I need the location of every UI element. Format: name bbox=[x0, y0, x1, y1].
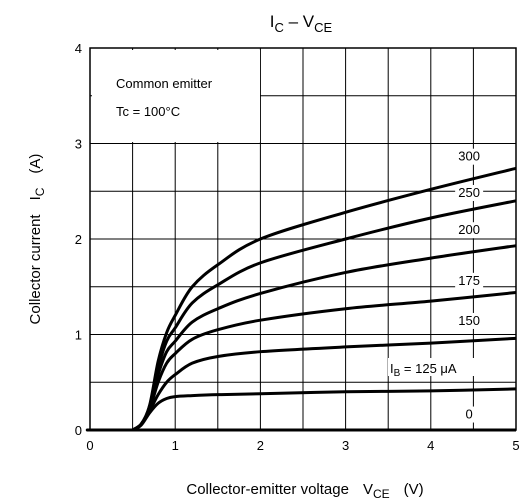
curve-label-bg bbox=[455, 312, 484, 329]
curve-label-bg bbox=[455, 148, 484, 165]
annotation-temperature: Tc = 100°C bbox=[116, 104, 180, 119]
x-tick-label: 5 bbox=[512, 438, 519, 453]
y-tick-label: 3 bbox=[75, 137, 82, 152]
annotation-box-bg bbox=[92, 50, 260, 142]
curve-label-bg bbox=[455, 406, 484, 423]
ib-annotation: IB = 125 μA bbox=[390, 361, 457, 379]
x-tick-label: 0 bbox=[86, 438, 93, 453]
ib-annotation-bg bbox=[388, 358, 484, 376]
curve-label-bg bbox=[455, 184, 484, 201]
x-axis-label: Collector-emitter voltage VCE (V) bbox=[186, 481, 423, 501]
x-tick-labels: 0 1 2 3 4 5 bbox=[86, 438, 519, 453]
x-tick-label: 2 bbox=[257, 438, 264, 453]
curve-labels: 0 150 175 200 250 300 bbox=[455, 148, 484, 423]
x-tick-label: 1 bbox=[172, 438, 179, 453]
y-tick-labels: 0 1 2 3 4 bbox=[75, 41, 82, 438]
curve-label-0: 0 bbox=[466, 407, 473, 422]
curve-label-150: 150 bbox=[458, 313, 480, 328]
x-tick-label: 4 bbox=[427, 438, 434, 453]
x-tick-label: 3 bbox=[342, 438, 349, 453]
series-line-300 bbox=[131, 166, 517, 432]
y-axis-label: Collector currentIC(A) bbox=[27, 154, 47, 325]
y-tick-label: 2 bbox=[75, 232, 82, 247]
curve-label-200: 200 bbox=[458, 222, 480, 237]
curve-label-250: 250 bbox=[458, 185, 480, 200]
chart-title: IC – VCE bbox=[270, 12, 333, 35]
curve-label-300: 300 bbox=[458, 149, 480, 164]
y-tick-label: 4 bbox=[75, 41, 82, 56]
curve-label-bg bbox=[455, 222, 484, 239]
curve-label-175: 175 bbox=[458, 273, 480, 288]
y-tick-label: 1 bbox=[75, 328, 82, 343]
curves bbox=[85, 166, 517, 432]
curve-label-bg bbox=[455, 272, 484, 289]
y-tick-label: 0 bbox=[75, 423, 82, 438]
annotation-common-emitter: Common emitter bbox=[116, 76, 213, 91]
